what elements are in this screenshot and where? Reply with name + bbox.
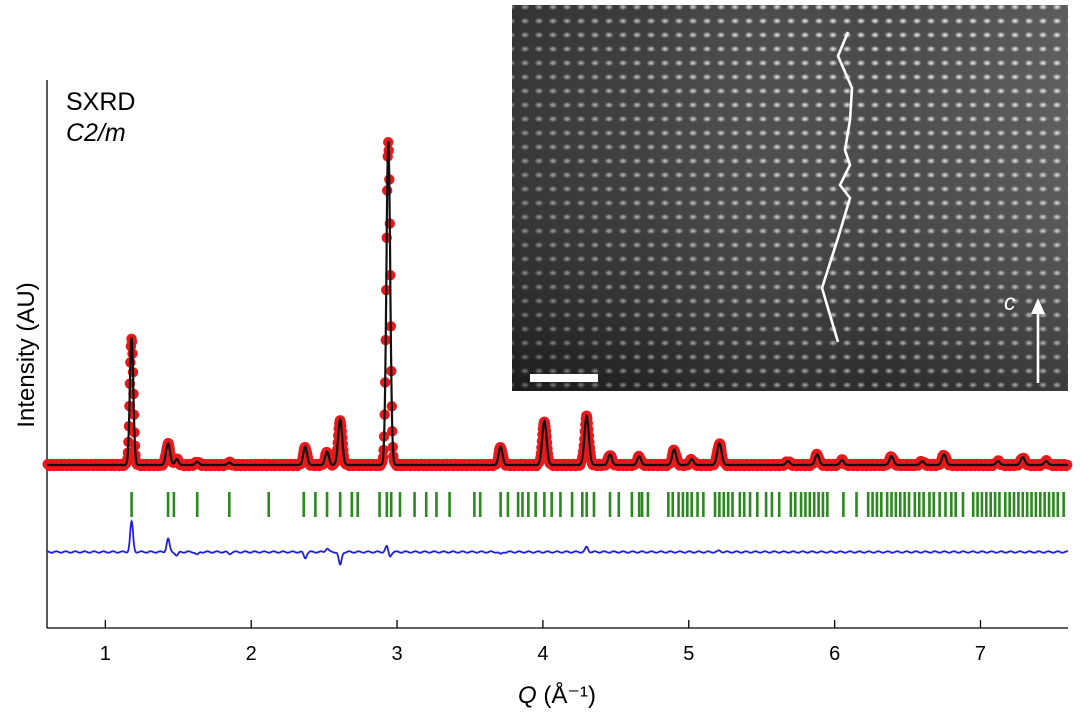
reflection-ticks	[130, 492, 1065, 517]
scale-bar	[530, 374, 598, 382]
calculated-fit	[47, 140, 1068, 467]
difference-curve	[47, 519, 1069, 566]
stacking-fault-trace	[820, 31, 854, 343]
difference-line	[47, 519, 1069, 566]
x-axis-title: Q (Å⁻¹)	[518, 681, 596, 709]
x-axis-unit: (Å⁻¹)	[537, 681, 596, 709]
x-tick-label: 3	[391, 643, 402, 665]
x-tick-label: 2	[246, 643, 257, 665]
c-axis-arrowhead	[1031, 298, 1045, 314]
inset-atomic-image: c	[512, 5, 1068, 391]
c-axis-label: c	[1004, 289, 1016, 315]
inset-shading-vertical	[512, 5, 1068, 391]
x-axis-symbol: Q	[518, 682, 537, 709]
technique-label: SXRD	[66, 88, 135, 116]
x-tick-label: 5	[683, 643, 694, 665]
space-group-label: C2/m	[66, 119, 126, 147]
calculated-line	[47, 140, 1068, 467]
x-tick-label: 1	[100, 643, 111, 665]
x-tick-label: 4	[537, 643, 548, 665]
y-axis-title: Intensity (AU)	[13, 282, 40, 427]
x-tick-label: 6	[829, 643, 840, 665]
x-ticks: 1 2 3 4 5 6 7	[100, 620, 986, 665]
x-tick-label: 7	[975, 643, 986, 665]
